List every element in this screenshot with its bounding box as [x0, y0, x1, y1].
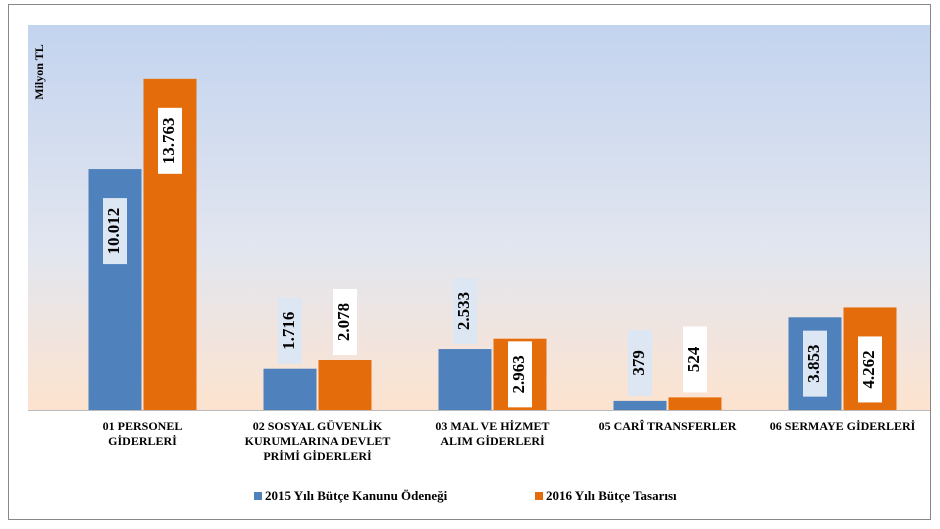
bar: [263, 368, 317, 410]
value-label: 10.012: [104, 208, 123, 255]
x-tick-label: 02 SOSYAL GÜVENLİK KURUMLARINA DEVLET PRİM…: [245, 419, 391, 463]
bar: [668, 397, 722, 410]
value-label-box: [508, 341, 532, 408]
value-label: 4.262: [859, 350, 878, 388]
legend-swatch: [254, 492, 262, 500]
x-tick-label: 05 CARÎ TRANSFERLER: [599, 419, 737, 433]
x-tick-label: 03 MAL VE HİZMET ALIM GİDERLERİ: [435, 419, 549, 448]
value-label-box: [628, 329, 652, 396]
value-label-box: [683, 326, 707, 393]
bar: [613, 400, 667, 410]
value-label: 524: [684, 346, 703, 372]
value-label: 3.853: [804, 345, 823, 383]
value-label: 1.716: [279, 312, 298, 350]
x-tick-label: 01 PERSONEL GİDERLERİ: [103, 419, 183, 448]
value-label-box: [858, 336, 882, 403]
legend-swatch: [535, 492, 543, 500]
bar: [318, 359, 372, 410]
value-label: 379: [629, 350, 648, 376]
value-label: 2.963: [509, 355, 528, 393]
value-label-box: [803, 330, 827, 397]
value-label-box: [333, 288, 357, 355]
value-label-box: [278, 297, 302, 364]
value-label-box: [103, 198, 127, 265]
value-label: 13.763: [159, 117, 178, 164]
y-axis-label: Milyon TL: [32, 44, 46, 99]
value-label: 2.533: [454, 292, 473, 330]
value-label-box: [453, 278, 477, 345]
value-label: 2.078: [334, 303, 353, 341]
x-tick-label: 06 SERMAYE GİDERLERİ: [770, 419, 916, 433]
value-label-box: [158, 107, 182, 174]
legend-label: 2016 Yılı Bütçe Tasarısı: [546, 488, 677, 503]
legend-label: 2015 Yılı Bütçe Kanunu Ödeneği: [265, 488, 448, 503]
bar: [438, 349, 492, 410]
